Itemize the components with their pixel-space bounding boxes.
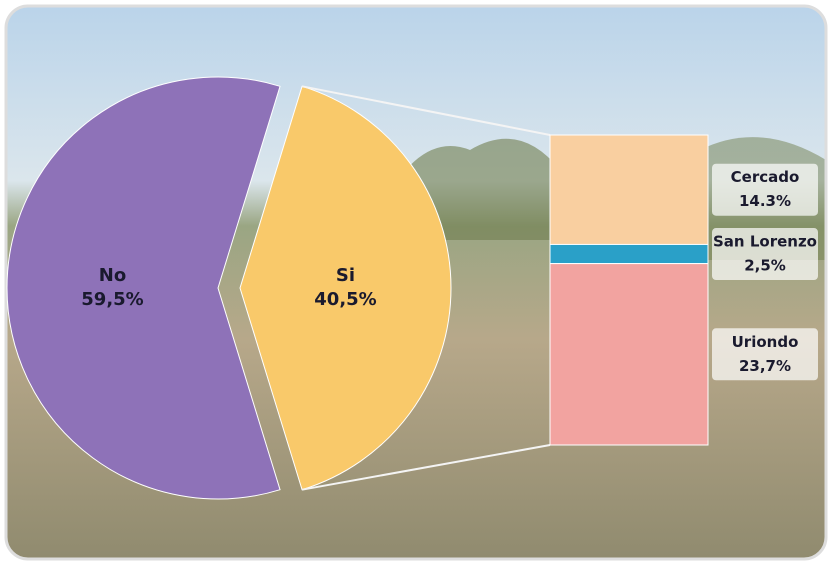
label-box	[712, 328, 818, 381]
slice-value-label: 59,5%	[81, 289, 143, 310]
slice-value-label: 40,5%	[314, 289, 376, 310]
bar-segment	[549, 243, 709, 265]
segment-label: Uriondo	[732, 333, 799, 351]
segment-value-label: 2,5%	[744, 257, 786, 275]
slice-label: Si	[336, 265, 355, 286]
frame	[4, 4, 828, 561]
label-box	[712, 163, 818, 216]
segment-value-label: 23,7%	[739, 357, 791, 375]
connector	[301, 85, 551, 136]
bar-segment	[549, 263, 709, 446]
pie-slice	[6, 76, 281, 500]
label-box	[712, 228, 818, 281]
slice-label: No	[99, 265, 126, 286]
segment-value-label: 14.3%	[739, 192, 791, 210]
bar-segment	[549, 134, 709, 245]
connector	[301, 444, 551, 491]
segment-label: Cercado	[731, 168, 800, 186]
segment-label: San Lorenzo	[713, 233, 817, 251]
pie-slice	[239, 85, 452, 491]
